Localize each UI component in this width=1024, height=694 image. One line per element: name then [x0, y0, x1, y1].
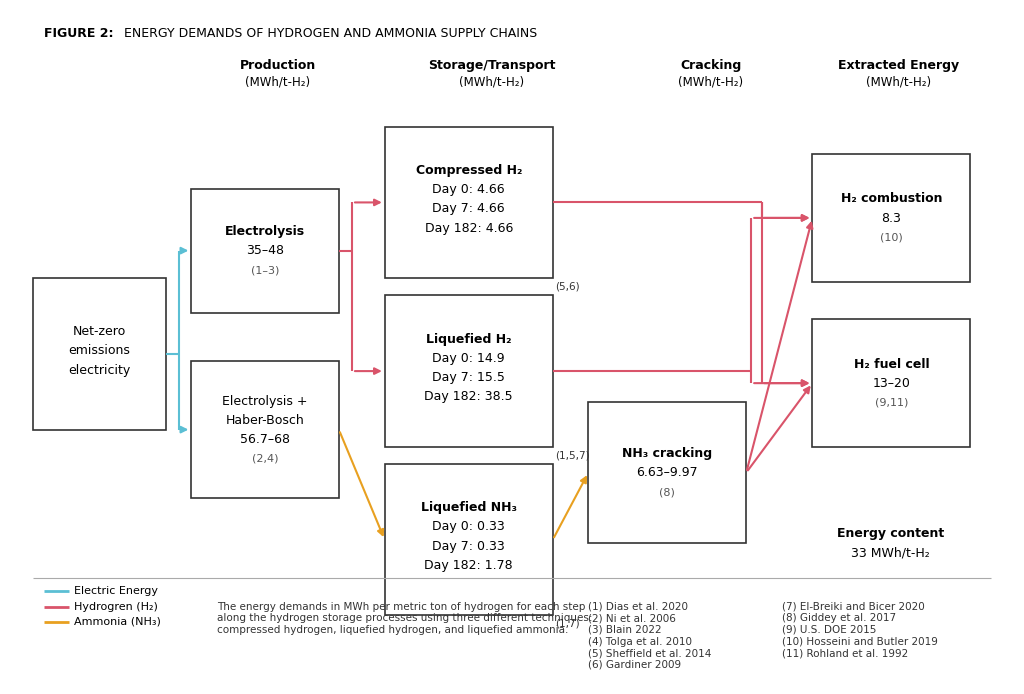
Text: Day 0: 4.66: Day 0: 4.66: [432, 183, 505, 196]
Text: Day 7: 0.33: Day 7: 0.33: [432, 540, 505, 552]
FancyBboxPatch shape: [812, 319, 971, 447]
Text: Extracted Energy: Extracted Energy: [839, 59, 959, 72]
Text: (5,6): (5,6): [555, 282, 580, 291]
FancyBboxPatch shape: [34, 278, 166, 430]
Text: Net-zero: Net-zero: [73, 325, 126, 338]
Text: 35–48: 35–48: [246, 244, 284, 257]
Text: Day 0: 0.33: Day 0: 0.33: [432, 520, 505, 534]
Text: 56.7–68: 56.7–68: [240, 433, 290, 446]
FancyBboxPatch shape: [385, 296, 553, 447]
Text: (1–3): (1–3): [251, 265, 280, 275]
Text: Haber-Bosch: Haber-Bosch: [225, 414, 304, 427]
Text: Compressed H₂: Compressed H₂: [416, 164, 522, 177]
Text: (1) Dias et al. 2020
(2) Ni et al. 2006
(3) Blain 2022
(4) Tolga et al. 2010
(5): (1) Dias et al. 2020 (2) Ni et al. 2006 …: [589, 602, 712, 670]
FancyBboxPatch shape: [589, 402, 746, 543]
Text: (MWh/t-H₂): (MWh/t-H₂): [245, 75, 310, 88]
Text: 33 MWh/t-H₂: 33 MWh/t-H₂: [852, 547, 930, 559]
Text: Liquefied NH₃: Liquefied NH₃: [421, 501, 517, 514]
Text: Electric Energy: Electric Energy: [74, 586, 158, 596]
Text: electricity: electricity: [69, 364, 131, 377]
FancyBboxPatch shape: [191, 361, 339, 498]
Text: Storage/Transport: Storage/Transport: [428, 59, 555, 72]
Text: Hydrogren (H₂): Hydrogren (H₂): [74, 602, 158, 611]
Text: (1,5,7): (1,5,7): [555, 450, 590, 460]
Text: 13–20: 13–20: [872, 377, 910, 390]
Text: Day 0: 14.9: Day 0: 14.9: [432, 352, 505, 365]
Text: (MWh/t-H₂): (MWh/t-H₂): [678, 75, 743, 88]
FancyBboxPatch shape: [385, 464, 553, 616]
Text: FIGURE 2:: FIGURE 2:: [43, 27, 113, 40]
Text: H₂ combustion: H₂ combustion: [841, 192, 942, 205]
Text: NH₃ cracking: NH₃ cracking: [623, 447, 713, 460]
Text: (2,4): (2,4): [252, 454, 279, 464]
FancyBboxPatch shape: [812, 154, 971, 282]
Text: 6.63–9.97: 6.63–9.97: [637, 466, 698, 480]
Text: emissions: emissions: [69, 344, 130, 357]
Text: Day 182: 38.5: Day 182: 38.5: [424, 390, 513, 403]
Text: (9,11): (9,11): [874, 398, 908, 407]
Text: Cracking: Cracking: [680, 59, 741, 72]
Text: H₂ fuel cell: H₂ fuel cell: [854, 357, 929, 371]
Text: (1,7): (1,7): [555, 619, 580, 629]
Text: (10): (10): [880, 232, 903, 242]
Text: Electrolysis: Electrolysis: [225, 225, 305, 238]
Text: Liquefied H₂: Liquefied H₂: [426, 332, 511, 346]
Text: Day 182: 4.66: Day 182: 4.66: [425, 221, 513, 235]
Text: (7) El-Breiki and Bicer 2020
(8) Giddey et al. 2017
(9) U.S. DOE 2015
(10) Hosse: (7) El-Breiki and Bicer 2020 (8) Giddey …: [782, 602, 938, 658]
Text: Electrolysis +: Electrolysis +: [222, 394, 308, 407]
Text: The energy demands in MWh per metric ton of hydrogen for each step
along the hyd: The energy demands in MWh per metric ton…: [217, 602, 592, 635]
Text: Energy content: Energy content: [838, 527, 944, 541]
Text: (MWh/t-H₂): (MWh/t-H₂): [459, 75, 524, 88]
Text: Day 7: 4.66: Day 7: 4.66: [432, 203, 505, 215]
Text: (8): (8): [659, 487, 675, 497]
Text: Production: Production: [240, 59, 315, 72]
Text: Ammonia (NH₃): Ammonia (NH₃): [74, 617, 161, 627]
Text: Day 182: 1.78: Day 182: 1.78: [424, 559, 513, 572]
Text: (MWh/t-H₂): (MWh/t-H₂): [866, 75, 932, 88]
Text: ENERGY DEMANDS OF HYDROGEN AND AMMONIA SUPPLY CHAINS: ENERGY DEMANDS OF HYDROGEN AND AMMONIA S…: [120, 27, 538, 40]
Text: 8.3: 8.3: [882, 212, 901, 225]
Text: Day 7: 15.5: Day 7: 15.5: [432, 371, 505, 384]
FancyBboxPatch shape: [385, 127, 553, 278]
FancyBboxPatch shape: [191, 189, 339, 312]
